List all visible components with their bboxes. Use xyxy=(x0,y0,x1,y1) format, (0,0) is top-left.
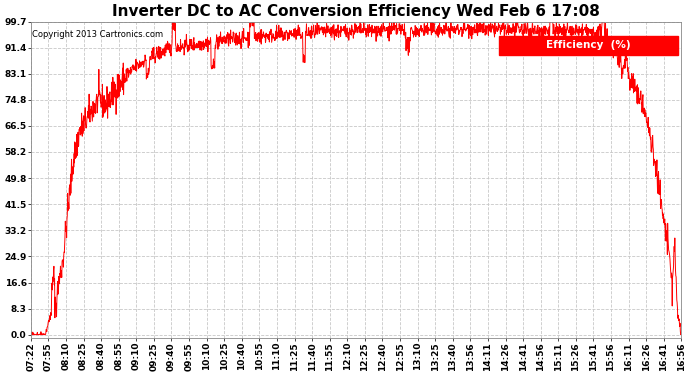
Text: Efficiency  (%): Efficiency (%) xyxy=(546,40,631,50)
Title: Inverter DC to AC Conversion Efficiency Wed Feb 6 17:08: Inverter DC to AC Conversion Efficiency … xyxy=(112,4,600,19)
Text: Copyright 2013 Cartronics.com: Copyright 2013 Cartronics.com xyxy=(32,30,164,39)
FancyBboxPatch shape xyxy=(499,36,678,55)
